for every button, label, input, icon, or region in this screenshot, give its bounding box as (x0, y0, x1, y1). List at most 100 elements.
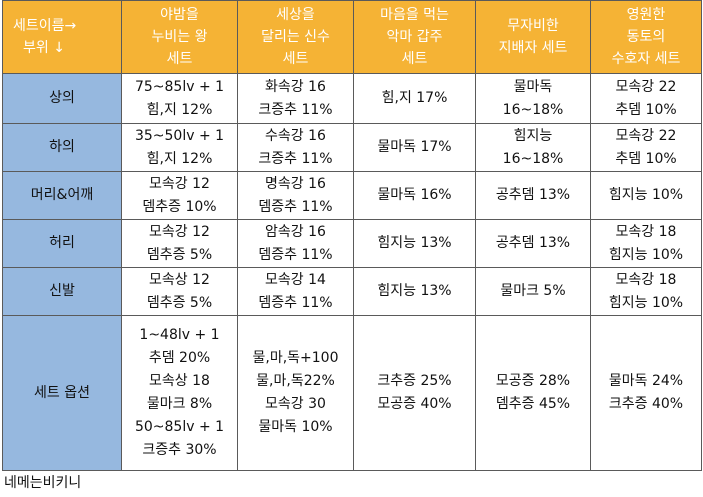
column-header-line: 누비는 왕 (151, 29, 208, 45)
table-cell: 힘지능 13% (353, 219, 476, 268)
cell-line: 물마독 24% (608, 373, 684, 389)
header-row: 세트이름→ 부위 ↓ 야밤을 누비는 왕 세트 세상을 달리는 신수 세트 마음을 먹는… (2, 0, 702, 74)
table-row: 허리 모속강 12 뎀추증 5% 암속강 16 뎀증추 11% 힘지능 13% 공추뎀 13… (2, 219, 702, 268)
table-cell: 물,마,독+100 물,마,독22% 모속강 30 물마독 10% (237, 315, 354, 471)
cell-line: 크추증 25% (377, 373, 452, 389)
column-header-line: 영원한 (626, 7, 666, 23)
table-cell: 모속강 18 힘지능 10% (590, 219, 702, 268)
row-header: 상의 (2, 73, 122, 124)
table-cell: 모속강 22 추뎀 10% (590, 73, 702, 124)
cell-line: 공추뎀 13% (495, 235, 571, 251)
cell-line: 뎀추증 10% (142, 198, 217, 215)
cell-line: 모속강 22 (615, 127, 677, 144)
cell-line: 힘지능 13% (377, 283, 452, 299)
cell-line: 명속강 16 (265, 175, 326, 192)
cell-line: 모속강 12 (149, 175, 210, 192)
cell-line: 추뎀 20% (148, 350, 211, 366)
column-header-line: 마음을 먹는 (380, 7, 449, 23)
column-header-line: 세트 (401, 51, 428, 67)
cell-line: 힘지능 10% (608, 246, 684, 263)
cell-line: 1~48lv + 1 (139, 327, 220, 343)
table-cell: 공추뎀 13% (475, 171, 591, 220)
row-header: 하의 (2, 123, 122, 172)
cell-line: 크증추 11% (258, 101, 333, 118)
cell-line: 16~18% (502, 150, 564, 167)
table-cell: 75~85lv + 1 힘,지 12% (121, 73, 238, 124)
corner-line-2: 부위 ↓ (23, 40, 65, 56)
column-header-line: 동토의 (626, 29, 666, 45)
table-cell: 모속강 12 뎀추증 5% (121, 219, 238, 268)
table-cell: 모속강 14 뎀증추 11% (237, 267, 354, 316)
table-cell: 물마독 17% (353, 123, 476, 172)
cell-line: 모속강 18 (615, 223, 677, 240)
cell-line: 화속강 16 (265, 78, 326, 95)
table-cell: 힘지능 16~18% (475, 123, 591, 172)
table-cell: 명속강 16 뎀증추 11% (237, 171, 354, 220)
corner-header: 세트이름→ 부위 ↓ (2, 0, 122, 74)
cell-line: 모속상 18 (149, 373, 210, 389)
column-header: 세상을 달리는 신수 세트 (237, 0, 354, 74)
cell-line: 모속강 14 (265, 271, 326, 288)
cell-line: 힘지능 13% (377, 235, 452, 251)
cell-line: 75~85lv + 1 (134, 78, 225, 95)
cell-line: 추뎀 10% (615, 101, 677, 118)
table-cell: 화속강 16 크증추 11% (237, 73, 354, 124)
footer-text: 네메는비키니 (4, 475, 82, 491)
table-cell: 암속강 16 뎀증추 11% (237, 219, 354, 268)
cell-line: 힘지능 (513, 127, 553, 144)
table-row: 하의 35~50lv + 1 힘,지 12% 수속강 16 크증추 11% 물마독 17%… (2, 123, 702, 172)
table-cell: 모속강 12 뎀추증 10% (121, 171, 238, 220)
cell-line: 모공증 40% (377, 396, 452, 412)
cell-line: 모속강 30 (265, 396, 326, 412)
table-cell: 모속상 12 뎀추증 5% (121, 267, 238, 316)
cell-line: 힘,지 17% (381, 90, 448, 106)
cell-line: 물마독 10% (258, 419, 333, 435)
table-cell: 모공증 28% 뎀추증 45% (475, 315, 591, 471)
cell-line: 모속상 12 (149, 271, 210, 288)
row-header: 머리&어깨 (2, 171, 122, 220)
cell-line: 모공증 28% (495, 373, 571, 389)
cell-line: 크증추 30% (142, 442, 217, 458)
table-cell: 힘,지 17% (353, 73, 476, 124)
cell-line: 뎀추증 5% (146, 294, 213, 311)
cell-line: 힘,지 12% (146, 150, 213, 167)
table-row: 상의 75~85lv + 1 힘,지 12% 화속강 16 크증추 11% 힘,지 17%… (2, 73, 702, 124)
cell-line: 크증추 11% (258, 150, 333, 167)
table-cell: 힘지능 10% (590, 171, 702, 220)
table-cell: 모속강 18 힘지능 10% (590, 267, 702, 316)
cell-line: 물마크 8% (146, 396, 213, 412)
cell-line: 크추증 40% (608, 396, 684, 412)
row-header: 신발 (2, 267, 122, 316)
cell-line: 물마크 5% (500, 283, 566, 299)
column-header-line: 무자비한 (507, 18, 559, 34)
cell-line: 물마독 (513, 78, 553, 95)
column-header-line: 수호자 세트 (611, 51, 681, 67)
table-row: 신발 모속상 12 뎀추증 5% 모속강 14 뎀증추 11% 힘지능 13% 물마크 5%… (2, 267, 702, 316)
cell-line: 물,마,독22% (256, 373, 335, 389)
cell-line: 뎀추증 5% (146, 246, 213, 263)
cell-line: 물마독 16% (377, 187, 452, 203)
column-header: 무자비한 지배자 세트 (475, 0, 591, 74)
table-row: 세트 옵션 1~48lv + 1 추뎀 20% 모속상 18 물마크 8% 50~85lv… (2, 315, 702, 471)
table-cell: 수속강 16 크증추 11% (237, 123, 354, 172)
cell-line: 16~18% (502, 101, 564, 118)
table-cell: 35~50lv + 1 힘,지 12% (121, 123, 238, 172)
cell-line: 모속강 18 (615, 271, 677, 288)
column-header-line: 악마 갑주 (386, 29, 443, 45)
table-cell: 물마독 16~18% (475, 73, 591, 124)
table-cell: 1~48lv + 1 추뎀 20% 모속상 18 물마크 8% 50~85lv + 1 크… (121, 315, 238, 471)
cell-line: 힘지능 10% (608, 294, 684, 311)
table-cell: 물마독 24% 크추증 40% (590, 315, 702, 471)
table-cell: 공추뎀 13% (475, 219, 591, 268)
set-options-table: 세트이름→ 부위 ↓ 야밤을 누비는 왕 세트 세상을 달리는 신수 세트 마음을 먹는… (2, 0, 702, 471)
cell-line: 35~50lv + 1 (134, 127, 225, 144)
table-row: 머리&어깨 모속강 12 뎀추증 10% 명속강 16 뎀증추 11% 물마독 16% 공추… (2, 171, 702, 220)
cell-line: 공추뎀 13% (495, 187, 571, 203)
cell-line: 모속강 12 (149, 223, 210, 240)
cell-line: 뎀추증 45% (495, 396, 571, 412)
column-header-line: 달리는 신수 (261, 29, 330, 45)
row-header: 세트 옵션 (2, 315, 122, 471)
row-header: 허리 (2, 219, 122, 268)
